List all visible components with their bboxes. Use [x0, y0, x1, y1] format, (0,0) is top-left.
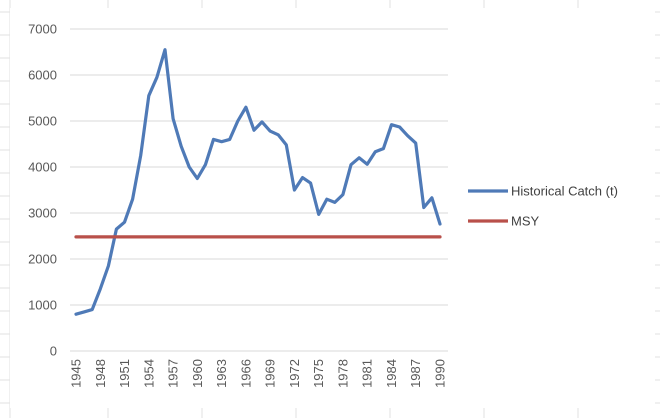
series-lines [74, 48, 442, 316]
x-tick-label: 1990 [433, 359, 448, 388]
x-tick-label: 1972 [287, 359, 302, 388]
x-tick-label: 1966 [238, 359, 253, 388]
x-tick-label: 1957 [166, 359, 181, 388]
y-tick-label: 2000 [28, 252, 57, 267]
y-tick-label: 5000 [28, 114, 57, 129]
chart-gridlines [70, 28, 448, 352]
x-tick-label: 1960 [190, 359, 205, 388]
x-tick-label: 1981 [360, 359, 375, 388]
y-tick-label: 3000 [28, 206, 57, 221]
x-tick-label: 1951 [117, 359, 132, 388]
legend-label: Historical Catch (t) [511, 184, 618, 199]
y-tick-label: 7000 [28, 22, 57, 37]
legend-label: MSY [511, 214, 540, 229]
x-tick-label: 1963 [214, 359, 229, 388]
legend[interactable]: Historical Catch (t) MSY [468, 184, 618, 229]
y-tick-label: 1000 [28, 298, 57, 313]
y-tick-label: 6000 [28, 68, 57, 83]
series-line-historical-catch [74, 48, 442, 316]
y-axis-tick-labels: 0 1000 2000 3000 4000 5000 6000 7000 [28, 22, 57, 359]
x-tick-label: 1987 [408, 359, 423, 388]
x-tick-label: 1975 [311, 359, 326, 388]
legend-item[interactable]: MSY [468, 214, 540, 229]
x-tick-label: 1969 [263, 359, 278, 388]
x-tick-label: 1945 [69, 359, 84, 388]
x-tick-label: 1954 [141, 359, 156, 388]
x-axis-tick-labels: 1945 1948 1951 1954 1957 1960 1963 1966 1969 1972… [69, 359, 448, 388]
x-tick-label: 1984 [384, 359, 399, 388]
x-tick-label: 1978 [335, 359, 350, 388]
legend-item[interactable]: Historical Catch (t) [468, 184, 618, 199]
x-tick-label: 1948 [93, 359, 108, 388]
y-tick-label: 0 [50, 344, 57, 359]
y-tick-label: 4000 [28, 160, 57, 175]
chart-background [10, 8, 655, 408]
